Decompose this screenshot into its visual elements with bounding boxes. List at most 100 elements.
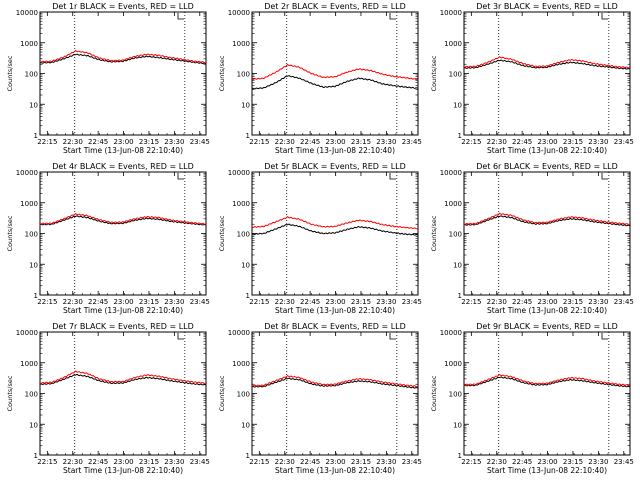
x-tick-label: 23:00 — [113, 458, 133, 466]
y-tick-label: 1 — [34, 292, 38, 300]
x-tick-label: 23:30 — [164, 458, 184, 466]
x-tick-label: 23:45 — [614, 458, 634, 466]
lld-series-line — [39, 370, 207, 384]
corner-marker — [601, 173, 608, 180]
x-tick-label: 22:15 — [37, 298, 57, 306]
corner-marker — [389, 13, 396, 20]
x-axis-label: Start Time (13-Jun-08 22:10:40) — [63, 306, 183, 315]
x-tick-label: 22:15 — [249, 298, 269, 306]
x-tick-label: 22:45 — [88, 458, 108, 466]
events-series-line — [39, 215, 207, 226]
events-series-line — [463, 215, 631, 227]
y-tick-label: 1000 — [20, 40, 38, 48]
x-tick-label: 22:45 — [512, 458, 532, 466]
y-tick-label: 1000 — [444, 40, 462, 48]
y-tick-label: 1000 — [20, 200, 38, 208]
chart-title: Det 1r BLACK = Events, RED = LLD — [52, 2, 194, 11]
chart-panel-8: Det 8r BLACK = Events, RED = LLD 1 10 100 10… — [218, 322, 422, 475]
y-tick-label: 10000 — [16, 169, 38, 177]
x-tick-label: 22:30 — [275, 138, 295, 146]
lld-series-line — [39, 49, 207, 63]
y-axis-label: Counts/sec — [218, 375, 226, 411]
x-tick-label: 22:30 — [63, 138, 83, 146]
y-tick-label: 1 — [246, 132, 250, 140]
x-tick-label: 23:15 — [563, 298, 583, 306]
x-tick-label: 23:15 — [139, 138, 159, 146]
chart-title: Det 8r BLACK = Events, RED = LLD — [264, 322, 406, 331]
lld-series-line — [463, 212, 631, 225]
y-tick-label: 1 — [246, 452, 250, 460]
x-tick-label: 23:00 — [537, 138, 557, 146]
x-tick-label: 23:15 — [351, 298, 371, 306]
y-tick-label: 1000 — [444, 360, 462, 368]
x-tick-label: 22:30 — [63, 458, 83, 466]
x-tick-label: 23:45 — [190, 298, 210, 306]
corner-marker — [601, 13, 608, 20]
x-tick-label: 22:45 — [512, 298, 532, 306]
y-tick-label: 10000 — [440, 9, 462, 17]
x-tick-label: 22:30 — [487, 298, 507, 306]
y-tick-label: 10000 — [440, 169, 462, 177]
x-tick-label: 22:30 — [275, 458, 295, 466]
x-tick-label: 23:30 — [164, 138, 184, 146]
x-tick-label: 23:00 — [325, 138, 345, 146]
x-tick-label: 23:30 — [588, 138, 608, 146]
chart-title: Det 9r BLACK = Events, RED = LLD — [476, 322, 618, 331]
y-axis-label: Counts/sec — [430, 375, 438, 411]
x-tick-label: 23:45 — [402, 138, 422, 146]
lld-series-line — [39, 212, 207, 225]
chart-panel-3: Det 3r BLACK = Events, RED = LLD 1 10 100 10… — [430, 2, 634, 155]
x-tick-label: 23:30 — [376, 138, 396, 146]
y-tick-label: 10000 — [228, 9, 250, 17]
y-tick-label: 1000 — [444, 200, 462, 208]
plot-frame — [463, 11, 631, 136]
y-tick-label: 10000 — [440, 329, 462, 337]
plot-frame — [39, 11, 207, 136]
events-series-line — [463, 59, 631, 70]
x-tick-label: 23:15 — [351, 458, 371, 466]
lld-series-line — [251, 63, 419, 81]
y-axis-label: Counts/sec — [430, 215, 438, 251]
y-tick-label: 10000 — [228, 169, 250, 177]
x-tick-label: 23:45 — [614, 138, 634, 146]
x-tick-label: 23:45 — [614, 298, 634, 306]
y-tick-label: 100 — [25, 71, 38, 79]
y-tick-label: 100 — [237, 231, 250, 239]
x-tick-label: 23:45 — [190, 138, 210, 146]
events-series-line — [39, 373, 207, 386]
x-tick-label: 23:15 — [351, 138, 371, 146]
y-tick-label: 10 — [29, 101, 38, 109]
x-tick-label: 23:15 — [139, 298, 159, 306]
x-tick-label: 22:45 — [88, 298, 108, 306]
y-tick-label: 1 — [246, 292, 250, 300]
y-tick-label: 10000 — [228, 329, 250, 337]
x-tick-label: 23:45 — [190, 458, 210, 466]
y-tick-label: 10 — [29, 261, 38, 269]
x-tick-label: 23:15 — [139, 458, 159, 466]
plot-frame — [39, 331, 207, 456]
y-axis-label: Counts/sec — [430, 55, 438, 91]
y-tick-label: 10000 — [16, 329, 38, 337]
y-tick-label: 1000 — [232, 200, 250, 208]
y-tick-label: 1 — [458, 292, 462, 300]
y-tick-label: 100 — [237, 391, 250, 399]
x-tick-label: 22:15 — [461, 138, 481, 146]
chart-title: Det 2r BLACK = Events, RED = LLD — [264, 2, 406, 11]
y-tick-label: 1 — [34, 132, 38, 140]
y-tick-label: 10 — [453, 261, 462, 269]
x-tick-label: 22:15 — [461, 298, 481, 306]
y-tick-label: 10 — [453, 421, 462, 429]
chart-title: Det 5r BLACK = Events, RED = LLD — [264, 162, 406, 171]
x-axis-label: Start Time (13-Jun-08 22:10:40) — [275, 466, 395, 475]
lld-series-line — [251, 374, 419, 388]
x-axis-label: Start Time (13-Jun-08 22:10:40) — [487, 306, 607, 315]
x-tick-label: 22:30 — [487, 458, 507, 466]
x-tick-label: 22:45 — [300, 138, 320, 146]
x-tick-label: 23:00 — [113, 298, 133, 306]
chart-title: Det 4r BLACK = Events, RED = LLD — [52, 162, 194, 171]
y-axis-label: Counts/sec — [218, 215, 226, 251]
x-tick-label: 23:15 — [563, 138, 583, 146]
plot-frame — [251, 331, 419, 456]
y-axis-label: Counts/sec — [6, 55, 14, 91]
